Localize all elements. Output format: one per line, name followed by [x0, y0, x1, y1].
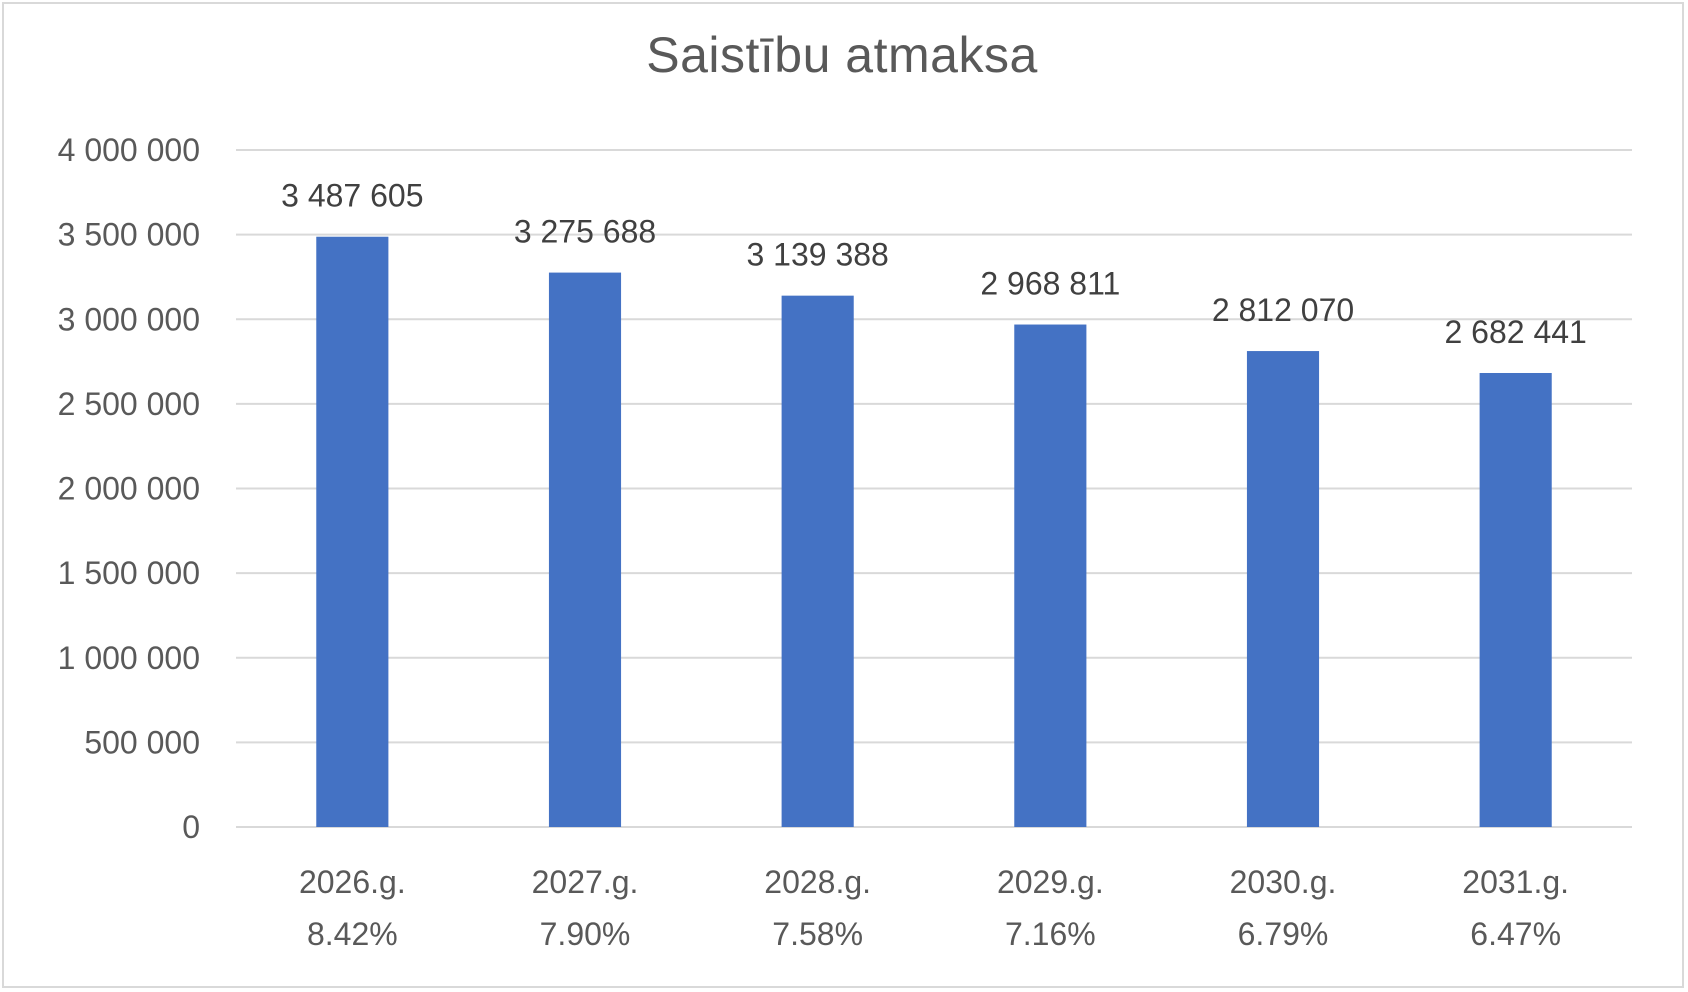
x-category-label: 8.42%: [307, 916, 398, 952]
data-labels: 3 487 605 3 275 688 3 139 388 2 968 811 2 81…: [281, 178, 1587, 350]
bar: [316, 236, 389, 828]
bars: [316, 236, 1552, 828]
y-tick-label: 3 500 000: [58, 217, 200, 253]
x-category-label: 2031.g.: [1462, 864, 1569, 900]
y-tick-label: 2 000 000: [58, 471, 200, 507]
x-axis-categories: 2026.g. 8.42% 2027.g. 7.90% 2028.g. 7.58% 2029…: [299, 864, 1569, 952]
x-category-label: 6.79%: [1238, 916, 1329, 952]
x-category-label: 7.90%: [540, 916, 631, 952]
bar: [548, 272, 622, 827]
x-category-label: 7.16%: [1005, 916, 1096, 952]
chart-title: Saistību atmaksa: [646, 27, 1038, 83]
data-label: 3 275 688: [514, 214, 656, 250]
data-label: 2 968 811: [980, 266, 1120, 302]
y-tick-label: 1 000 000: [58, 640, 200, 676]
data-label: 2 812 070: [1212, 292, 1354, 328]
bar: [1479, 372, 1552, 827]
gridlines: [236, 149, 1632, 828]
y-tick-label: 2 500 000: [58, 386, 200, 422]
data-label: 3 487 605: [281, 178, 423, 214]
y-tick-label: 4 000 000: [58, 132, 200, 168]
y-axis-ticks: 0 500 000 1 000 000 1 500 000 2 000 000 2 500…: [58, 132, 200, 845]
x-category-label: 2027.g.: [532, 864, 639, 900]
y-tick-label: 3 000 000: [58, 301, 200, 337]
x-category-label: 6.47%: [1470, 916, 1561, 952]
x-category-label: 2030.g.: [1230, 864, 1337, 900]
y-tick-label: 0: [182, 809, 200, 845]
bar: [1014, 324, 1087, 827]
bar: [1246, 351, 1320, 827]
x-category-label: 2026.g.: [299, 864, 406, 900]
y-tick-label: 500 000: [84, 724, 200, 760]
data-label: 3 139 388: [746, 237, 888, 273]
bar: [781, 295, 854, 827]
y-tick-label: 1 500 000: [58, 555, 200, 591]
x-category-label: 7.58%: [772, 916, 863, 952]
x-category-label: 2028.g.: [764, 864, 871, 900]
data-label: 2 682 441: [1444, 314, 1586, 350]
x-category-label: 2029.g.: [997, 864, 1104, 900]
